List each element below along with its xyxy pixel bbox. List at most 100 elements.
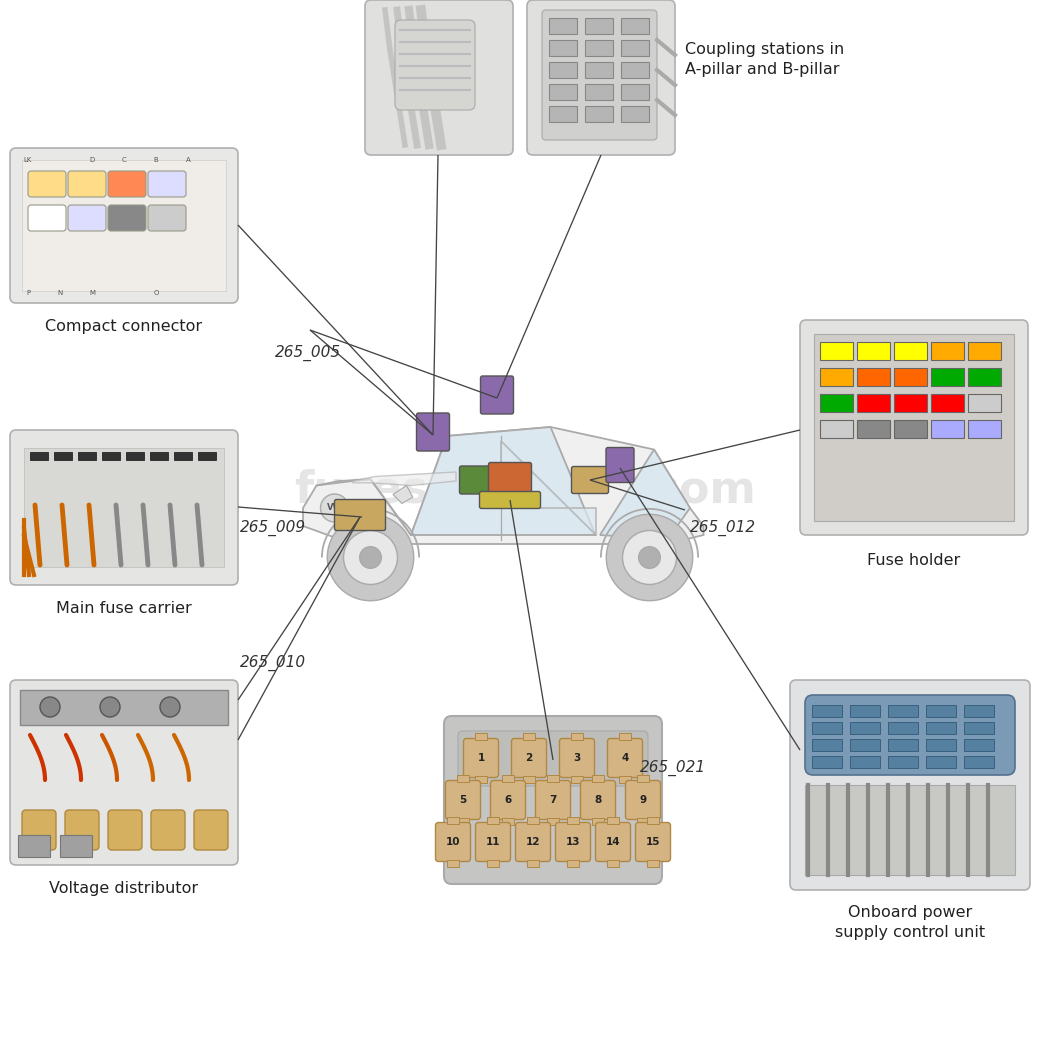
Bar: [894, 342, 927, 361]
Bar: [888, 756, 918, 768]
Bar: [607, 816, 618, 824]
FancyBboxPatch shape: [108, 810, 142, 850]
Bar: [850, 756, 880, 768]
FancyBboxPatch shape: [476, 823, 510, 861]
FancyBboxPatch shape: [444, 716, 662, 885]
FancyBboxPatch shape: [527, 0, 675, 155]
Polygon shape: [353, 472, 456, 485]
Bar: [968, 368, 1001, 386]
Bar: [857, 368, 890, 386]
Bar: [812, 756, 842, 768]
Bar: [857, 394, 890, 412]
Text: Coupling stations in
A-pillar and B-pillar: Coupling stations in A-pillar and B-pill…: [685, 42, 844, 77]
FancyBboxPatch shape: [608, 739, 643, 778]
Bar: [812, 705, 842, 717]
Bar: [458, 818, 468, 825]
Bar: [585, 106, 613, 122]
Bar: [648, 860, 658, 867]
Bar: [607, 860, 618, 867]
Bar: [857, 342, 890, 361]
Bar: [174, 452, 192, 460]
Text: O: O: [153, 290, 159, 296]
Bar: [926, 705, 956, 717]
Bar: [567, 816, 579, 824]
Text: A: A: [186, 157, 190, 163]
FancyBboxPatch shape: [148, 171, 186, 197]
FancyBboxPatch shape: [595, 823, 630, 861]
Bar: [820, 420, 853, 438]
Bar: [150, 452, 168, 460]
Bar: [18, 835, 50, 857]
FancyBboxPatch shape: [571, 466, 609, 494]
Text: 13: 13: [566, 837, 581, 847]
FancyBboxPatch shape: [790, 680, 1030, 890]
Text: Compact connector: Compact connector: [45, 319, 203, 334]
FancyBboxPatch shape: [488, 462, 531, 494]
Bar: [964, 722, 994, 734]
Bar: [447, 816, 459, 824]
FancyBboxPatch shape: [490, 781, 525, 820]
Text: 14: 14: [606, 837, 621, 847]
Bar: [894, 368, 927, 386]
Circle shape: [623, 530, 676, 585]
Bar: [549, 84, 578, 100]
Circle shape: [606, 515, 693, 601]
Text: 8: 8: [594, 795, 602, 805]
Polygon shape: [393, 485, 413, 503]
Text: 9: 9: [639, 795, 647, 805]
Bar: [964, 705, 994, 717]
FancyBboxPatch shape: [417, 413, 449, 451]
Text: 265_010: 265_010: [240, 655, 307, 671]
Text: Onboard power
supply control unit: Onboard power supply control unit: [835, 905, 985, 940]
Text: VW: VW: [327, 503, 342, 512]
Bar: [926, 722, 956, 734]
Text: 15: 15: [646, 837, 660, 847]
Bar: [571, 733, 583, 740]
FancyBboxPatch shape: [194, 810, 228, 850]
Polygon shape: [411, 427, 595, 534]
Bar: [527, 816, 539, 824]
FancyBboxPatch shape: [335, 500, 385, 530]
Bar: [621, 18, 649, 34]
Bar: [20, 690, 228, 725]
Bar: [620, 733, 631, 740]
Bar: [888, 705, 918, 717]
Bar: [637, 818, 649, 825]
Bar: [637, 774, 649, 782]
Polygon shape: [600, 450, 690, 540]
FancyBboxPatch shape: [460, 466, 490, 494]
Bar: [585, 84, 613, 100]
Text: 1: 1: [478, 754, 485, 763]
FancyBboxPatch shape: [511, 739, 546, 778]
Bar: [547, 818, 559, 825]
Bar: [926, 756, 956, 768]
Bar: [968, 342, 1001, 361]
FancyBboxPatch shape: [68, 205, 106, 231]
Bar: [888, 722, 918, 734]
Text: B: B: [153, 157, 159, 163]
Text: C: C: [122, 157, 126, 163]
Bar: [571, 776, 583, 783]
Bar: [585, 62, 613, 78]
Bar: [476, 776, 486, 783]
Bar: [820, 394, 853, 412]
Circle shape: [320, 494, 349, 522]
Bar: [894, 394, 927, 412]
FancyBboxPatch shape: [581, 781, 615, 820]
Text: Fuse holder: Fuse holder: [867, 553, 961, 568]
Text: 5: 5: [460, 795, 466, 805]
Text: 265_012: 265_012: [690, 520, 756, 537]
Bar: [502, 818, 513, 825]
Bar: [621, 40, 649, 56]
FancyBboxPatch shape: [436, 823, 470, 861]
FancyBboxPatch shape: [555, 823, 590, 861]
Bar: [888, 739, 918, 751]
FancyBboxPatch shape: [108, 171, 146, 197]
Text: 265_005: 265_005: [275, 345, 341, 362]
Text: 6: 6: [504, 795, 511, 805]
Bar: [621, 62, 649, 78]
FancyBboxPatch shape: [28, 171, 66, 197]
Bar: [198, 452, 216, 460]
FancyBboxPatch shape: [151, 810, 185, 850]
FancyBboxPatch shape: [22, 810, 56, 850]
